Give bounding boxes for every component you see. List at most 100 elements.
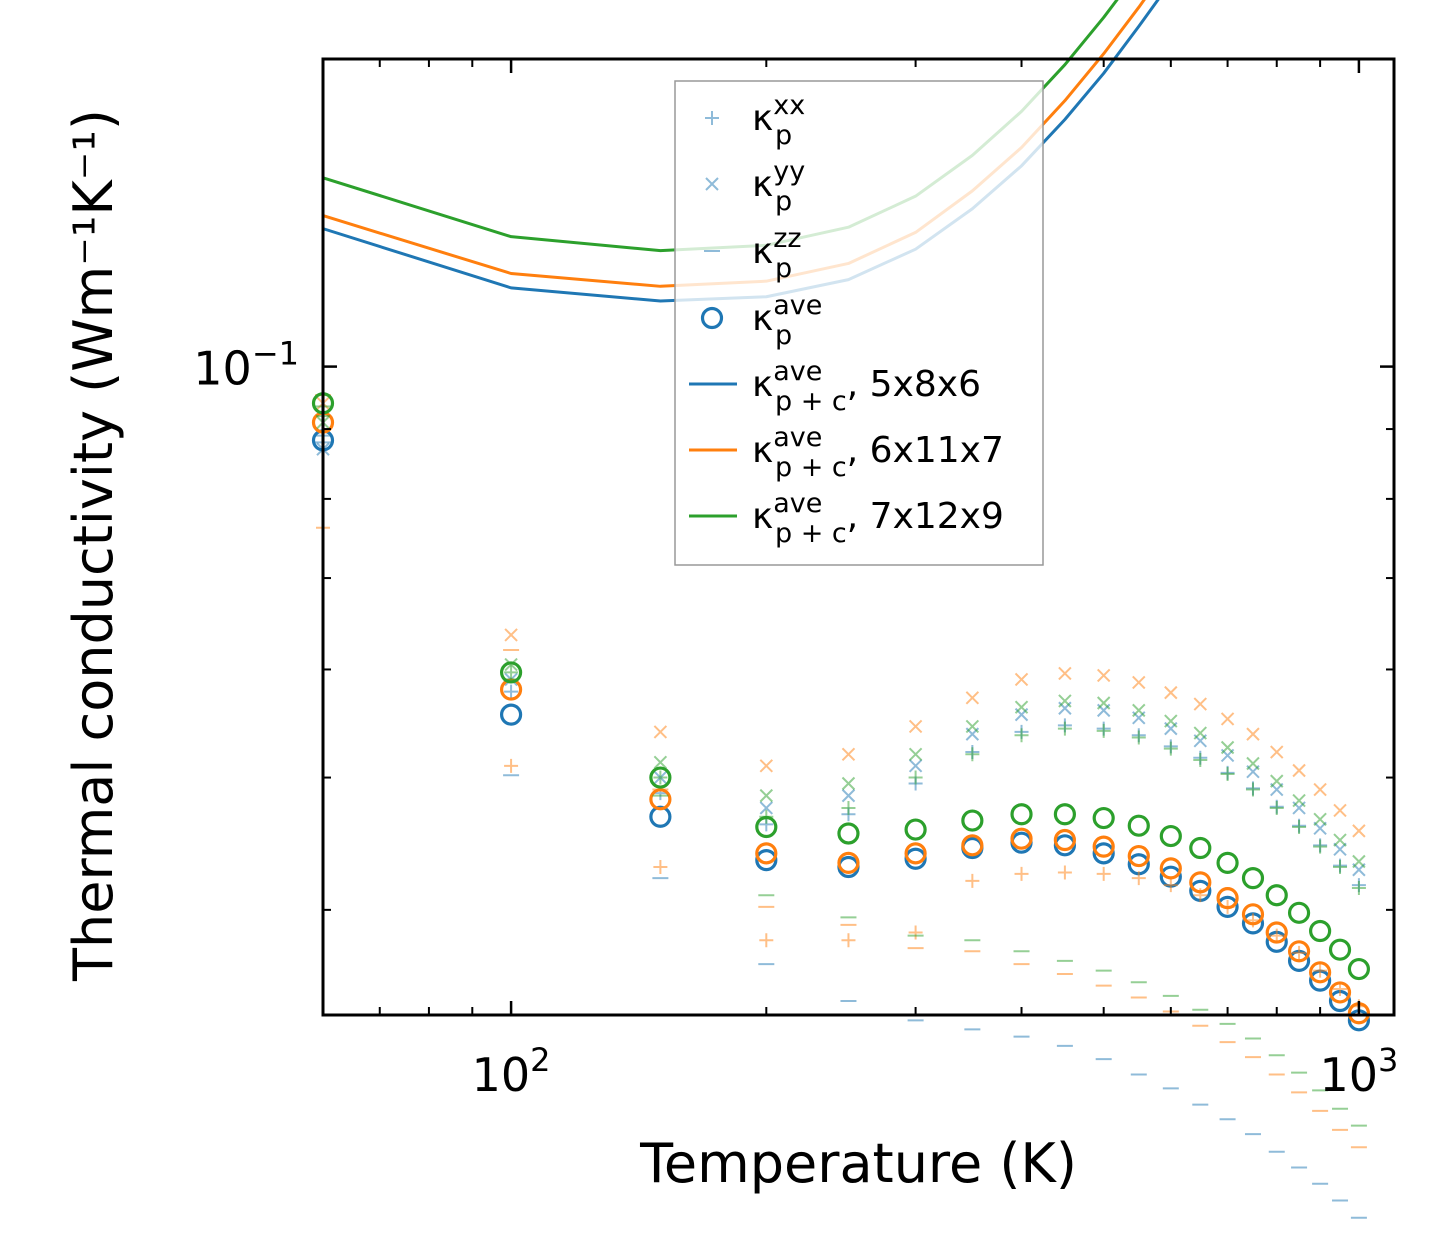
kxx-marker-6x11x7-900	[1313, 963, 1328, 978]
kxx-marker-6x11x7-300	[908, 925, 923, 940]
kave-marker-7x12x9-950	[1328, 938, 1352, 961]
legend-marker-plus	[705, 111, 719, 125]
x-axis-label: Temperature (K)	[639, 1132, 1077, 1195]
kave-marker-7x12x9-700	[1216, 851, 1239, 874]
kyy-marker-6x11x7-450	[1058, 666, 1072, 681]
kave-marker-7x12x9-750	[1241, 867, 1265, 890]
x-tick-label-1000: 103	[1319, 1041, 1398, 1102]
kave-marker-6x11x7-500	[1092, 835, 1115, 858]
kyy-marker-6x11x7-400	[1014, 672, 1029, 687]
axes: 102 103 10−1 Temperature (K) Thermal conduct…	[62, 57, 1398, 1195]
kyy-marker-6x11x7-350	[965, 691, 980, 705]
legend-entry-0: κxx p	[705, 90, 805, 151]
kxx-marker-6x11x7-800	[1269, 928, 1284, 943]
legend-label: κyy p	[752, 156, 805, 217]
legend-entry-4: κave p + c, 5x8x6	[689, 356, 981, 417]
kxx-marker-7x12x9-700	[1220, 767, 1235, 782]
kyy-marker-7x12x9-350	[965, 719, 980, 734]
legend-entry-1: κyy p	[705, 156, 805, 217]
kyy-marker-5x8x6-250	[841, 788, 856, 803]
legend-label: κave p + c, 7x12x9	[752, 488, 1004, 549]
kave-marker-6x11x7-750	[1241, 903, 1265, 926]
kave-marker-7x12x9-650	[1189, 836, 1212, 860]
kave-marker-7x12x9-800	[1265, 884, 1288, 907]
x-tick-label-100: 102	[472, 1041, 551, 1102]
legend-marker-circle	[700, 306, 724, 330]
kave-marker-5x8x6-200	[755, 849, 778, 872]
kxx-marker-7x12x9-900	[1313, 839, 1328, 854]
kave-marker-7x12x9-900	[1309, 919, 1332, 943]
legend-box	[674, 80, 1044, 566]
kxx-marker-7x12x9-450	[1057, 721, 1072, 736]
kxx-marker-6x11x7-200	[759, 933, 774, 948]
kyy-marker-7x12x9-500	[1096, 696, 1111, 710]
kave-marker-6x11x7-800	[1265, 921, 1288, 944]
legend-label: κave p	[752, 290, 822, 351]
kave-marker-7x12x9-500	[1092, 806, 1115, 830]
kyy-marker-5x8x6-200	[759, 801, 774, 815]
kave-marker-6x11x7-900	[1309, 961, 1332, 984]
kyy-marker-7x12x9-750	[1246, 756, 1260, 771]
kave-marker-6x11x7-350	[961, 834, 984, 857]
legend-entry-2: κzz p	[704, 223, 802, 284]
kyy-marker-7x12x9-950	[1333, 833, 1347, 847]
kave-marker-6x11x7-600	[1159, 857, 1182, 880]
kyy-marker-6x11x7-300	[908, 719, 923, 734]
kave-marker-7x12x9-450	[1053, 803, 1076, 826]
kave-marker-7x12x9-400	[1010, 803, 1033, 826]
kave-marker-6x11x7-950	[1328, 981, 1352, 1004]
kyy-marker-6x11x7-250	[841, 747, 856, 762]
kyy-marker-6x11x7-650	[1193, 697, 1207, 711]
kxx-marker-7x12x9-550	[1131, 730, 1146, 745]
kxx-marker-7x12x9-850	[1292, 819, 1307, 834]
kyy-marker-6x11x7-750	[1246, 727, 1260, 741]
kyy-marker-7x12x9-850	[1292, 793, 1306, 808]
kyy-marker-7x12x9-200	[759, 788, 774, 803]
kave-marker-6x11x7-550	[1127, 844, 1150, 868]
legend-entry-3: κave p	[700, 290, 822, 351]
kxx-marker-7x12x9-400	[1014, 728, 1029, 743]
kxx-marker-7x12x9-600	[1163, 741, 1178, 756]
kyy-marker-6x11x7-600	[1164, 685, 1178, 700]
plot-frame	[321, 57, 1396, 1017]
kave-marker-5x8x6-700	[1216, 895, 1239, 919]
legend-entry-5: κave p + c, 6x11x7	[689, 422, 1004, 483]
kave-marker-6x11x7-400	[1010, 827, 1033, 850]
kyy-marker-7x12x9-150	[653, 755, 668, 770]
kyy-marker-6x11x7-150	[653, 725, 668, 739]
kave-marker-6x11x7-450	[1053, 828, 1076, 852]
kyy-marker-7x12x9-300	[908, 747, 923, 762]
kyy-marker-7x12x9-450	[1058, 694, 1072, 708]
y-axis-label: Thermal conductivity (Wm⁻¹K⁻¹)	[62, 109, 125, 982]
kave-marker-7x12x9-850	[1287, 901, 1311, 924]
kyy-marker-6x11x7-850	[1292, 763, 1306, 778]
kxx-marker-7x12x9-500	[1096, 723, 1111, 738]
kave-marker-7x12x9-600	[1159, 824, 1182, 848]
kyy-marker-7x12x9-900	[1313, 812, 1327, 827]
kyy-marker-7x12x9-100	[504, 657, 518, 672]
kyy-marker-7x12x9-600	[1164, 714, 1178, 728]
kave-marker-6x11x7-200	[755, 842, 778, 865]
kave-marker-7x12x9-550	[1127, 814, 1150, 837]
kyy-marker-7x12x9-700	[1220, 740, 1235, 755]
kyy-marker-6x11x7-900	[1313, 782, 1327, 797]
kxx-marker-6x11x7-550	[1131, 871, 1146, 886]
kyy-marker-6x11x7-100	[504, 628, 518, 642]
kxx-marker-7x12x9-1000	[1351, 881, 1366, 896]
kxx-marker-6x11x7-600	[1163, 878, 1178, 893]
kave-marker-6x11x7-650	[1189, 871, 1212, 894]
kxx-marker-7x12x9-950	[1333, 859, 1348, 874]
legend-label: κzz p	[752, 223, 802, 284]
kxx-marker-6x11x7-400	[1014, 866, 1029, 881]
legend-label: κave p + c, 6x11x7	[752, 422, 1004, 483]
kxx-marker-6x11x7-350	[965, 873, 980, 888]
kyy-marker-7x12x9-800	[1270, 774, 1284, 788]
kxx-marker-6x11x7-850	[1292, 945, 1307, 960]
kave-marker-7x12x9-250	[837, 822, 860, 845]
kave-marker-7x12x9-150	[649, 766, 672, 789]
kxx-marker-7x12x9-300	[908, 770, 923, 785]
kave-marker-7x12x9-300	[904, 818, 927, 841]
kyy-marker-6x11x7-550	[1132, 675, 1146, 690]
